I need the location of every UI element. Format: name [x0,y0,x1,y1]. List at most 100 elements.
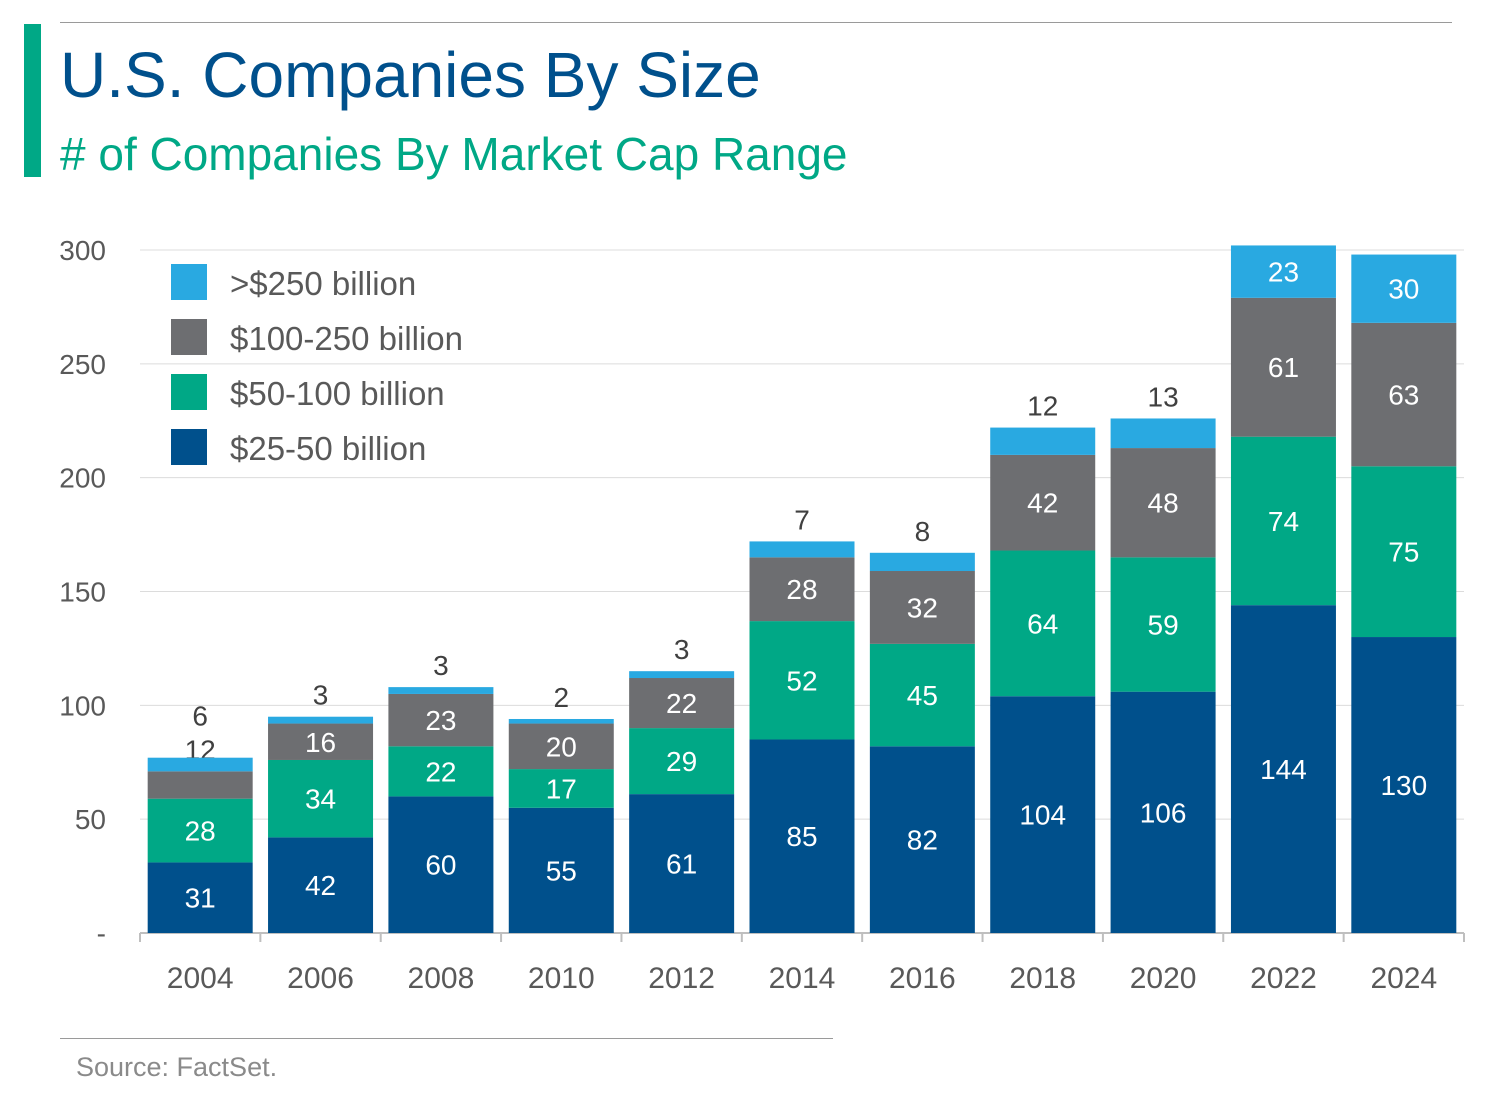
data-label: 23 [1268,257,1299,288]
source-divider [60,1038,833,1039]
bar-segment-250-billion [749,541,855,558]
bar-segment-25-50-billion [990,696,1096,933]
legend-label: $25-50 billion [230,430,426,467]
data-label: 52 [786,665,817,696]
data-label: 42 [305,870,336,901]
y-tick-label: 300 [59,235,106,266]
bar-segment-100-250-billion [388,693,494,747]
bar-segment-100-250-billion [1230,297,1336,437]
bar-segment-25-50-billion [388,796,494,933]
x-tick-label: 2024 [1370,962,1437,995]
bar-segment-25-50-billion [1110,691,1216,933]
data-label: 17 [546,773,577,804]
data-label: 20 [546,731,577,762]
data-label: 82 [907,825,938,856]
data-label: 59 [1148,610,1179,641]
data-label: 28 [185,816,216,847]
bar-segment-250-billion [388,687,494,694]
bar-segment-50-100-billion [869,643,975,747]
bar-segment-250-billion [1351,254,1457,323]
data-label: 61 [1268,352,1299,383]
x-tick-label: 2022 [1250,962,1317,995]
data-label: 104 [1019,800,1066,831]
bar-segment-100-250-billion [629,678,735,729]
x-tick-label: 2016 [889,962,956,995]
bar-segment-50-100-billion [508,769,614,808]
bar-segment-25-50-billion [749,739,855,933]
bar-segment-25-50-billion [508,807,614,933]
bar-segment-100-250-billion [1110,448,1216,558]
data-label: 55 [546,855,577,886]
data-label: 85 [786,821,817,852]
bar-segment-50-100-billion [629,728,735,795]
x-tick-label: 2004 [167,962,234,995]
data-label: 63 [1388,380,1419,411]
bar-segment-50-100-billion [1351,466,1457,638]
data-label: 7 [794,504,810,535]
bar-segment-50-100-billion [268,759,374,838]
x-tick-label: 2018 [1009,962,1076,995]
data-label: 60 [425,850,456,881]
data-label: 3 [313,680,329,711]
bar-segment-50-100-billion [1230,436,1336,606]
bar-segment-50-100-billion [990,550,1096,697]
data-label: 32 [907,592,938,623]
x-tick-label: 2020 [1130,962,1197,995]
bar-segment-50-100-billion [147,798,253,863]
y-tick-label: 150 [59,577,106,608]
bar-segment-25-50-billion [1230,605,1336,933]
bar-segment-100-250-billion [508,723,614,770]
chart-subtitle: # of Companies By Market Cap Range [60,128,848,180]
x-tick-label: 2006 [287,962,354,995]
data-label: 130 [1380,770,1427,801]
legend-label: >$250 billion [230,265,416,302]
bar-segment-100-250-billion [749,557,855,622]
y-tick-label: - [97,918,106,949]
legend-swatch [171,374,207,410]
y-tick-label: 50 [75,804,106,835]
bar-segment-25-50-billion [1351,637,1457,933]
data-label: 8 [915,516,931,547]
bar-segment-25-50-billion [268,837,374,933]
data-label: 45 [907,680,938,711]
data-label: 3 [433,650,449,681]
data-label: 74 [1268,506,1299,537]
data-label: 106 [1140,797,1187,828]
legend-swatch [171,319,207,355]
data-label: 42 [1027,488,1058,519]
bar-segment-50-100-billion [1110,557,1216,692]
data-label: 22 [425,756,456,787]
bar-segment-100-250-billion [869,571,975,644]
bar-segment-250-billion [1230,245,1336,298]
source-note: Source: FactSet. [76,1052,278,1082]
legend-swatch [171,429,207,465]
bar-segment-25-50-billion [147,862,253,933]
legend-swatch [171,264,207,300]
y-tick-label: 250 [59,349,106,380]
bar-segment-100-250-billion [268,723,374,760]
bar-segment-250-billion [1110,418,1216,449]
bar-segment-250-billion [629,671,735,679]
data-label: 75 [1388,537,1419,568]
x-tick-label: 2012 [648,962,715,995]
y-tick-label: 100 [59,690,106,721]
data-label: 6 [192,700,208,731]
bar-segment-250-billion [268,716,374,724]
data-label: 22 [666,688,697,719]
data-label: 31 [185,883,216,914]
data-label: 29 [666,746,697,777]
data-label: 30 [1388,274,1419,305]
bar-segment-250-billion [508,718,614,724]
data-label: 34 [305,784,336,815]
bar-segment-25-50-billion [869,746,975,933]
y-tick-label: 200 [59,463,106,494]
data-label: 12 [1027,391,1058,422]
data-label: 2 [553,682,569,713]
x-tick-label: 2010 [528,962,595,995]
bar-segment-250-billion [147,757,253,772]
data-label: 48 [1148,488,1179,519]
data-label: 23 [425,705,456,736]
data-label: 28 [786,574,817,605]
legend-label: $100-250 billion [230,320,463,357]
